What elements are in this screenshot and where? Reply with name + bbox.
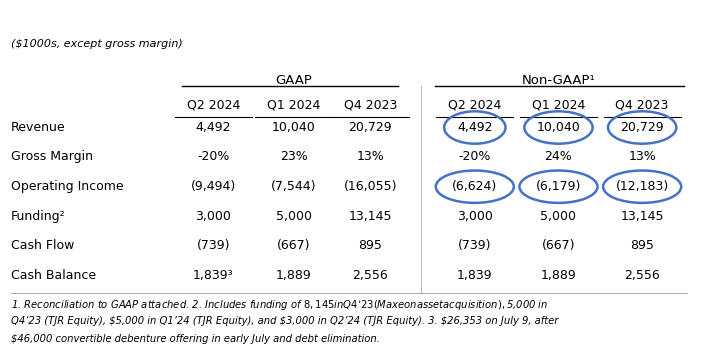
Text: 10,040: 10,040 [537,121,581,134]
Text: (6,179): (6,179) [536,180,581,193]
Text: (12,183): (12,183) [615,180,669,193]
Text: 1,889: 1,889 [276,269,311,282]
Text: Non-GAAP¹: Non-GAAP¹ [522,74,596,87]
Text: (16,055): (16,055) [343,180,397,193]
Text: 20,729: 20,729 [348,121,392,134]
Text: (667): (667) [542,239,575,253]
Text: 5,000: 5,000 [276,210,311,223]
Text: 24%: 24% [545,150,572,163]
Text: Operating Income: Operating Income [11,180,124,193]
Text: $46,000 convertible debenture offering in early July and debt elimination.: $46,000 convertible debenture offering i… [11,334,380,344]
Text: -20%: -20% [459,150,491,163]
Text: 1,889: 1,889 [541,269,576,282]
Text: Gross Margin: Gross Margin [11,150,93,163]
Text: 13,145: 13,145 [349,210,392,223]
Text: Revenue: Revenue [11,121,66,134]
Text: ($1000s, except gross margin): ($1000s, except gross margin) [11,39,183,49]
Text: 5,000: 5,000 [540,210,576,223]
Text: 23%: 23% [279,150,308,163]
Text: 4,492: 4,492 [196,121,231,134]
Text: Q1 2024: Q1 2024 [532,99,585,112]
Text: 895: 895 [630,239,654,253]
Text: 13%: 13% [357,150,384,163]
Text: 895: 895 [358,239,382,253]
Text: Funding²: Funding² [11,210,66,223]
Text: 3,000: 3,000 [457,210,493,223]
Text: (739): (739) [458,239,491,253]
Text: 2,556: 2,556 [352,269,388,282]
Text: (6,624): (6,624) [452,180,498,193]
Text: Q1 2024: Q1 2024 [267,99,320,112]
Text: 10,040: 10,040 [272,121,316,134]
Text: Q4 2023: Q4 2023 [344,99,397,112]
Text: GAAP: GAAP [275,74,312,87]
Text: Q4’23 (TJR Equity), $5,000 in Q1’24 (TJR Equity), and $3,000 in Q2’24 (TJR Equit: Q4’23 (TJR Equity), $5,000 in Q1’24 (TJR… [11,316,559,326]
Text: (667): (667) [277,239,311,253]
Text: -20%: -20% [197,150,230,163]
Text: 2,556: 2,556 [625,269,660,282]
Text: Q4 2023: Q4 2023 [615,99,669,112]
Text: 3,000: 3,000 [196,210,231,223]
Text: 4,492: 4,492 [457,121,493,134]
Text: (7,544): (7,544) [271,180,316,193]
Text: 1. Reconciliation to GAAP attached. 2. Includes funding of $8,145 in Q4’23 (Maxe: 1. Reconciliation to GAAP attached. 2. I… [11,298,549,312]
Text: Q2 2024: Q2 2024 [448,99,501,112]
Text: (9,494): (9,494) [191,180,236,193]
Text: 1,839: 1,839 [457,269,493,282]
Text: (739): (739) [196,239,230,253]
Text: Q2 2024: Q2 2024 [186,99,240,112]
Text: 13,145: 13,145 [620,210,664,223]
Text: 1,839³: 1,839³ [193,269,234,282]
Text: 20,729: 20,729 [620,121,664,134]
Text: Cash Balance: Cash Balance [11,269,96,282]
Text: Cash Flow: Cash Flow [11,239,74,253]
Text: 13%: 13% [628,150,656,163]
